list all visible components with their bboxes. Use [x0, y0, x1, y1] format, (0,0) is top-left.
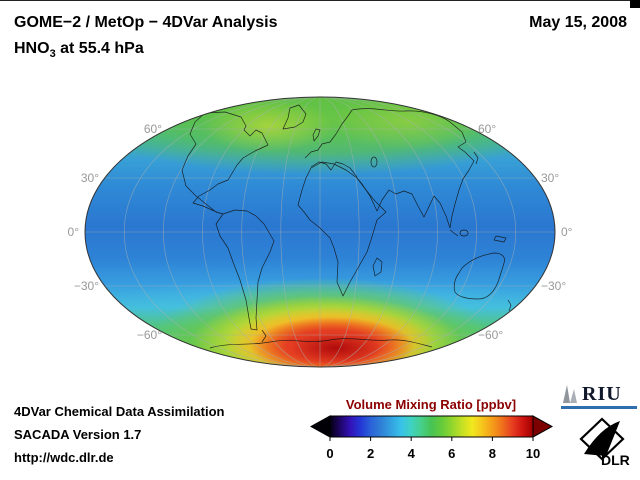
- vortex-max-core: [290, 333, 382, 363]
- colorbar-title: Volume Mixing Ratio [ppbv]: [345, 397, 517, 412]
- riu-logo-icon: [563, 385, 577, 403]
- coast-greenland: [282, 104, 307, 130]
- lat-label-0-left: 0°: [67, 225, 79, 239]
- coast-asia-north: [351, 108, 475, 229]
- top-border-line: [0, 0, 640, 1]
- coast-antarctica: [209, 338, 433, 349]
- lat-label-60n-right: 60°: [478, 122, 497, 136]
- lat-label-30n-right: 30°: [541, 171, 560, 185]
- riu-logo: RIU: [561, 382, 637, 409]
- north-canada-patch: [202, 100, 334, 152]
- coast-new-guinea: [493, 235, 507, 243]
- lat-label-60n-left: 60°: [143, 122, 162, 136]
- riu-logo-text: RIU: [582, 383, 622, 405]
- coast-caspian: [370, 156, 378, 168]
- colorbar-gradient-bar: [329, 415, 534, 438]
- subtitle-level: at 55.4 hPa: [55, 40, 144, 57]
- colorbar-tick-4: 4: [407, 446, 415, 461]
- colorbar-tick-6: 6: [448, 446, 456, 461]
- field-layers: [85, 97, 555, 367]
- dlr-logo-icon: [579, 417, 625, 461]
- footer-version-label: SACADA Version 1.7: [14, 427, 142, 442]
- header-row: GOME−2 / MetOp − 4DVar Analysis May 15, …: [14, 14, 627, 32]
- colorbar-tick-2: 2: [366, 446, 375, 461]
- lat-label-30s-right: −30°: [541, 279, 567, 293]
- coast-europe: [304, 109, 353, 159]
- colorbar-tick-8: 8: [488, 446, 497, 461]
- dlr-logo-text: DLR: [601, 452, 630, 468]
- colorbar-under-arrow: [309, 415, 331, 438]
- coast-asia-south: [356, 177, 451, 229]
- date-label: May 15, 2008: [529, 14, 627, 31]
- subtitle-subscript: 3: [49, 48, 56, 61]
- coast-australia: [453, 252, 505, 300]
- coast-antarctic-peninsula: [261, 329, 267, 343]
- corner-artifact: [630, 0, 640, 8]
- colorbar: [309, 415, 554, 441]
- lat-label-60s-right: −60°: [478, 328, 504, 342]
- coast-japan: [473, 151, 479, 165]
- lat-label-0-right: 0°: [561, 225, 573, 239]
- coast-north-america: [181, 111, 269, 215]
- coast-britain: [312, 128, 321, 142]
- footer-assimilation-label: 4DVar Chemical Data Assimilation: [14, 404, 225, 419]
- coast-new-zealand: [507, 299, 512, 312]
- globe-outline: [84, 96, 556, 368]
- subtitle: HNO3 at 55.4 hPa: [14, 40, 144, 60]
- colorbar-tick-0: 0: [326, 446, 334, 461]
- colorbar-over-arrow: [532, 415, 554, 438]
- subtitle-species: HNO: [14, 40, 50, 57]
- coast-south-america: [215, 209, 275, 331]
- lat-label-60s-left: −60°: [136, 328, 162, 342]
- coast-madagascar: [372, 257, 383, 277]
- colorbar-tick-10: 10: [525, 446, 541, 461]
- dlr-logo: [578, 416, 626, 467]
- page-title: GOME−2 / MetOp − 4DVar Analysis: [14, 14, 278, 31]
- coastlines: [181, 104, 512, 349]
- colorbar-tick-marks: [329, 437, 534, 441]
- coast-indonesia: [449, 229, 469, 237]
- lat-label-30s-left: −30°: [73, 279, 99, 293]
- coast-mediterranean: [310, 161, 358, 178]
- footer-url-label: http://wdc.dlr.de: [14, 450, 114, 465]
- riu-logo-underline: [561, 406, 637, 409]
- lat-label-30n-left: 30°: [80, 171, 99, 185]
